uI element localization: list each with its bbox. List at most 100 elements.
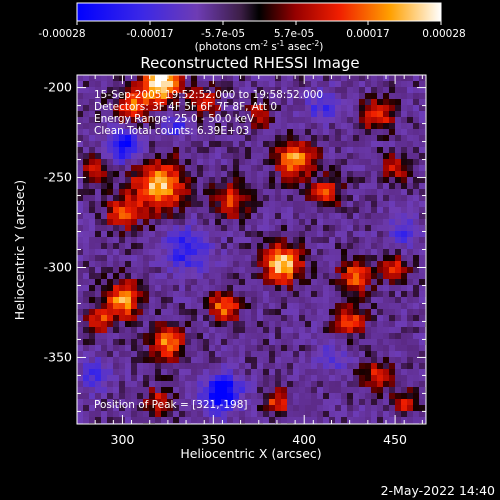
annotation-detectors: Detectors: 3F 4F 5F 6F 7F 8F, Att 0 [94, 101, 277, 113]
heatmap-cell [89, 279, 95, 285]
y-tick-label: -250 [44, 170, 72, 185]
heatmap-cell [179, 315, 185, 321]
heatmap-cell [89, 105, 95, 111]
heatmap-cell [107, 111, 113, 117]
heatmap-cell [215, 81, 221, 87]
heatmap-cell [245, 411, 251, 417]
heatmap-cell [419, 273, 425, 279]
heatmap-cell [311, 417, 317, 423]
heatmap-cell [185, 141, 191, 147]
heatmap-cell [341, 393, 347, 399]
heatmap-cell [263, 339, 269, 345]
heatmap-cell [407, 213, 413, 219]
heatmap-cell [293, 183, 299, 189]
heatmap-cell [233, 165, 239, 171]
heatmap-cell [299, 261, 305, 267]
heatmap-cell [239, 333, 245, 339]
heatmap-cell [329, 99, 335, 105]
heatmap-cell [89, 369, 95, 375]
heatmap-cell [269, 267, 275, 273]
heatmap-cell [131, 171, 137, 177]
heatmap-cell [119, 327, 125, 333]
heatmap-cell [287, 339, 293, 345]
heatmap-cell [191, 219, 197, 225]
heatmap-cell [239, 159, 245, 165]
heatmap-cell [263, 285, 269, 291]
heatmap-cell [161, 321, 167, 327]
heatmap-cell [365, 393, 371, 399]
heatmap-cell [407, 153, 413, 159]
heatmap-cell [329, 291, 335, 297]
heatmap-cell [77, 117, 83, 123]
heatmap-cell [197, 279, 203, 285]
heatmap-cell [311, 141, 317, 147]
heatmap-cell [131, 93, 137, 99]
heatmap-cell [89, 81, 95, 87]
heatmap-cell [341, 201, 347, 207]
heatmap-cell [299, 237, 305, 243]
heatmap-cell [419, 87, 425, 93]
heatmap-cell [305, 405, 311, 411]
heatmap-cell [251, 201, 257, 207]
colorbar-gradient [76, 2, 442, 22]
heatmap-cell [245, 183, 251, 189]
heatmap-cell [179, 303, 185, 309]
heatmap-cell [221, 249, 227, 255]
heatmap-cell [167, 117, 173, 123]
heatmap-cell [101, 207, 107, 213]
heatmap-cell [209, 123, 215, 129]
heatmap-cell [155, 147, 161, 153]
heatmap-cell [311, 303, 317, 309]
heatmap-cell [395, 303, 401, 309]
heatmap-cell [167, 327, 173, 333]
heatmap-cell [185, 237, 191, 243]
heatmap-cell [341, 243, 347, 249]
heatmap-cell [395, 387, 401, 393]
heatmap-cell [257, 417, 263, 423]
heatmap-cell [395, 165, 401, 171]
heatmap-cell [95, 363, 101, 369]
heatmap-cell [221, 183, 227, 189]
heatmap-cell [167, 135, 173, 141]
heatmap-cell [137, 309, 143, 315]
heatmap-cell [221, 165, 227, 171]
heatmap-cell [269, 111, 275, 117]
heatmap-cell [401, 111, 407, 117]
heatmap-cell [113, 363, 119, 369]
heatmap-cell [185, 321, 191, 327]
heatmap-cell [227, 123, 233, 129]
heatmap-cell [257, 81, 263, 87]
heatmap-cell [161, 339, 167, 345]
heatmap-cell [95, 201, 101, 207]
heatmap-cell [395, 345, 401, 351]
heatmap-cell [269, 237, 275, 243]
heatmap-cell [125, 381, 131, 387]
heatmap-cell [275, 141, 281, 147]
heatmap-cell [335, 261, 341, 267]
heatmap-cell [311, 291, 317, 297]
heatmap-cell [413, 333, 419, 339]
heatmap-cell [113, 303, 119, 309]
heatmap-cell [413, 135, 419, 141]
heatmap-cell [359, 393, 365, 399]
heatmap-cell [293, 303, 299, 309]
heatmap-cell [311, 165, 317, 171]
heatmap-cell [359, 387, 365, 393]
heatmap-cell [137, 189, 143, 195]
heatmap-cell [191, 345, 197, 351]
heatmap-cell [269, 123, 275, 129]
heatmap-cell [203, 333, 209, 339]
heatmap-cell [329, 183, 335, 189]
heatmap-cell [101, 351, 107, 357]
heatmap-cell [413, 261, 419, 267]
heatmap-cell [371, 291, 377, 297]
heatmap-cell [209, 399, 215, 405]
heatmap-cell [329, 159, 335, 165]
heatmap-cell [167, 75, 173, 81]
heatmap-cell [95, 171, 101, 177]
heatmap-cell [107, 183, 113, 189]
heatmap-cell [347, 357, 353, 363]
heatmap-cell [377, 381, 383, 387]
heatmap-cell [179, 159, 185, 165]
heatmap-cell [365, 357, 371, 363]
